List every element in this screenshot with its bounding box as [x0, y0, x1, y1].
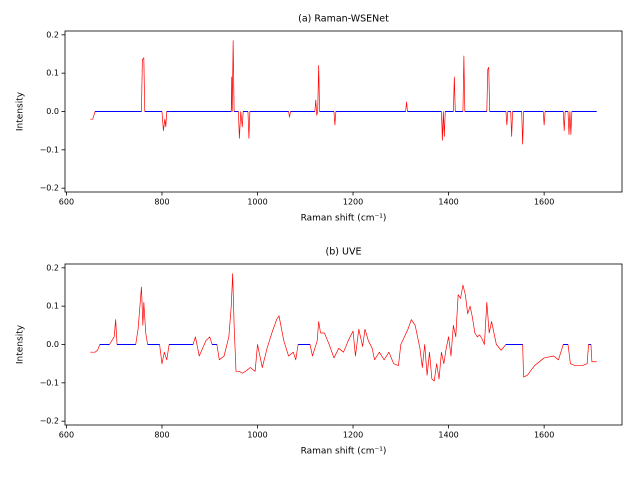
- y-tick-label: 0.0: [46, 107, 59, 116]
- axes-frame: [64, 263, 623, 426]
- y-axis-label: Intensity: [16, 324, 26, 364]
- y-tick-label: 0.2: [46, 263, 59, 272]
- x-tick-label: 600: [59, 198, 74, 207]
- x-axis-label: Raman shift (cm⁻¹): [301, 214, 387, 224]
- x-tick-label: 800: [154, 198, 169, 207]
- x-tick-label: 800: [154, 431, 169, 440]
- series-line: [90, 273, 597, 382]
- x-tick-label: 1000: [247, 198, 267, 207]
- y-tick-label: −0.2: [40, 184, 59, 193]
- x-tick-label: 1200: [343, 431, 363, 440]
- chart-title: (b) UVE: [326, 247, 362, 258]
- x-axis-label: Raman shift (cm⁻¹): [301, 447, 387, 457]
- x-tick-label: 1600: [534, 198, 554, 207]
- series-line: [90, 40, 597, 145]
- axes-frame: [64, 30, 623, 193]
- y-tick-label: −0.1: [40, 145, 59, 154]
- y-tick-label: 0.1: [46, 69, 59, 78]
- x-tick-label: 1000: [247, 431, 267, 440]
- chart-title: (a) Raman-WSENet: [298, 14, 389, 25]
- y-axis-label: Intensity: [16, 91, 26, 131]
- x-tick-label: 1400: [438, 198, 458, 207]
- x-tick-label: 600: [59, 431, 74, 440]
- y-tick-label: −0.2: [40, 417, 59, 426]
- y-tick-label: 0.1: [46, 302, 59, 311]
- y-tick-label: −0.1: [40, 378, 59, 387]
- y-tick-label: 0.2: [46, 30, 59, 39]
- y-tick-label: 0.0: [46, 340, 59, 349]
- x-tick-label: 1400: [438, 431, 458, 440]
- x-tick-label: 1600: [534, 431, 554, 440]
- x-tick-label: 1200: [343, 198, 363, 207]
